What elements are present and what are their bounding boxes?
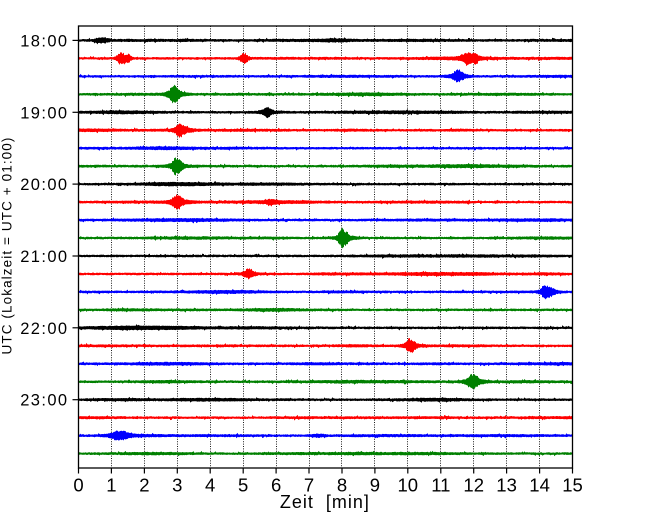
svg-text:12: 12 (463, 474, 484, 495)
svg-text:4: 4 (205, 474, 215, 495)
svg-text:15: 15 (562, 474, 583, 495)
svg-text:3: 3 (172, 474, 182, 495)
svg-text:18:00: 18:00 (20, 32, 68, 50)
svg-text:13: 13 (496, 474, 517, 495)
svg-text:6: 6 (271, 474, 281, 495)
svg-text:Zeit [min]: Zeit [min] (280, 492, 370, 512)
svg-text:0: 0 (73, 474, 83, 495)
svg-text:9: 9 (370, 474, 380, 495)
svg-text:22:00: 22:00 (20, 320, 68, 338)
svg-text:2: 2 (139, 474, 149, 495)
svg-text:14: 14 (529, 474, 550, 495)
svg-text:7: 7 (304, 474, 314, 495)
svg-text:8: 8 (337, 474, 347, 495)
svg-text:23:00: 23:00 (20, 392, 68, 410)
svg-text:10: 10 (398, 474, 419, 495)
svg-text:11: 11 (431, 474, 450, 495)
svg-text:19:00: 19:00 (20, 104, 68, 122)
svg-text:20:00: 20:00 (20, 176, 68, 194)
svg-text:5: 5 (238, 474, 248, 495)
svg-text:1: 1 (106, 474, 116, 495)
svg-text:21:00: 21:00 (20, 248, 68, 266)
svg-text:UTC (Lokalzeit = UTC + 01:00): UTC (Lokalzeit = UTC + 01:00) (0, 137, 15, 355)
